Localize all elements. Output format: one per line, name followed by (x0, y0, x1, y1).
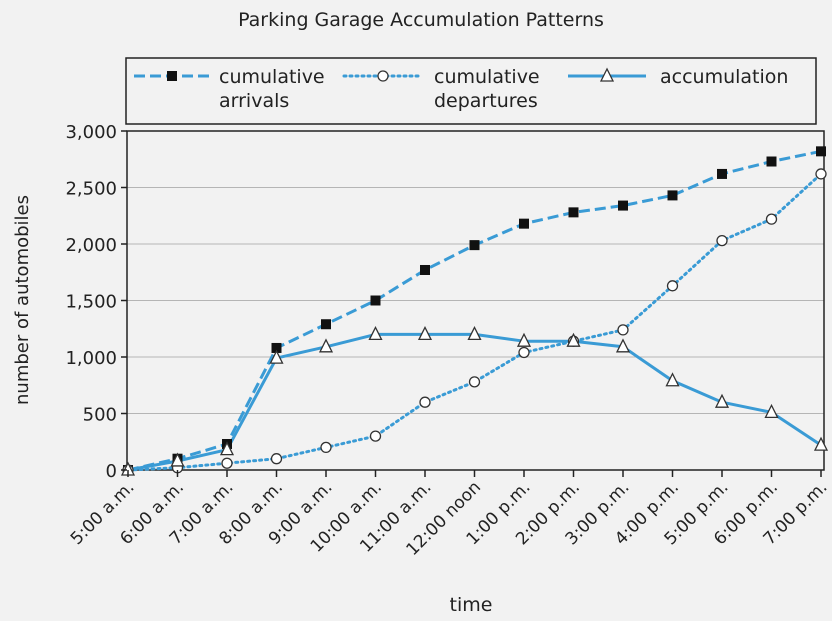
series-1-point (618, 200, 628, 211)
series-line-1 (127, 149, 822, 472)
series-1-point (271, 342, 282, 353)
y-tick-label: 500 (83, 405, 117, 426)
series-3-point (615, 338, 631, 353)
x-axis-label: time (450, 594, 493, 616)
legend: cumulativearrivalscumulativedeparturesac… (125, 57, 817, 125)
series-3-point (714, 393, 730, 408)
series-1-point (816, 146, 826, 157)
legend-label-2: cumulative (434, 66, 540, 88)
series-1-point (717, 168, 727, 179)
series-2-point (666, 280, 679, 292)
y-tick-label: 2,000 (65, 235, 117, 256)
series-3-point (566, 332, 581, 347)
y-tick-label: 1,500 (65, 292, 117, 313)
y-axis-label: number of automobiles (12, 195, 33, 405)
series-1-point (766, 156, 777, 167)
y-tick-label: 1,000 (65, 348, 117, 369)
legend-label-1: arrivals (219, 90, 289, 112)
legend-marker-1 (167, 71, 177, 81)
series-1-point (370, 295, 381, 306)
y-tick-label: 0 (106, 461, 117, 482)
y-tick-label: 2,500 (65, 179, 117, 200)
series-1-point (420, 264, 430, 275)
series-1-point (519, 218, 529, 229)
series-2-point (716, 234, 728, 247)
series-3-point (269, 349, 284, 364)
series-3-point (665, 372, 680, 387)
legend-box (125, 57, 817, 125)
series-3-point (368, 325, 383, 341)
chart-title: Parking Garage Accumulation Patterns (238, 9, 604, 31)
legend-marker-2 (377, 70, 389, 82)
series-1-point (568, 207, 579, 218)
series-2-point (320, 441, 332, 454)
series-2-point (468, 376, 481, 388)
series-3-point (318, 338, 334, 353)
series-2-point (419, 396, 431, 408)
series-2-point (815, 168, 827, 180)
series-3-point (516, 332, 532, 347)
gridlines (127, 187, 824, 414)
series-group (120, 146, 829, 476)
series-3-point (764, 403, 779, 419)
series-3-point (417, 325, 433, 341)
series-2-point (369, 430, 382, 442)
series-3-point (170, 452, 185, 467)
series-1-point (469, 240, 480, 251)
series-1-point (667, 190, 678, 201)
series-line-3 (127, 332, 822, 472)
series-2-point (270, 453, 283, 465)
series-line-2 (126, 172, 823, 472)
series-3-point (219, 441, 235, 456)
legend-label-1: cumulative (219, 66, 325, 88)
legend-marker-3 (599, 67, 615, 82)
legend-label-2: departures (434, 90, 538, 112)
series-2-point (518, 346, 530, 359)
series-2-point (765, 213, 778, 225)
series-2-point (221, 457, 233, 469)
y-tick-label: 3,000 (65, 122, 117, 143)
legend-label-3: accumulation (660, 66, 788, 88)
series-3-point (813, 436, 829, 451)
series-3-point (467, 325, 482, 341)
series-1-point (321, 319, 331, 330)
series-2-point (617, 324, 629, 336)
